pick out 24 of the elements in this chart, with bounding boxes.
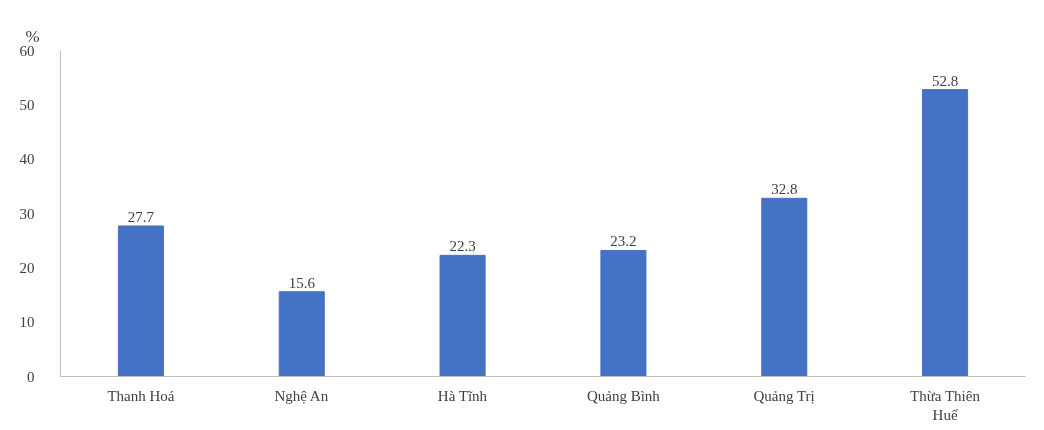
bar: [439, 254, 486, 377]
x-tick-label: Nghệ An: [274, 387, 329, 404]
bar: [600, 249, 647, 377]
x-tick-label: Thừa Thiên Huế: [909, 387, 981, 423]
data-label: 32.8: [771, 181, 798, 198]
x-tick-label: Quảng Bình: [586, 387, 661, 404]
data-label: 15.6: [288, 274, 316, 291]
data-label: 23.2: [610, 233, 637, 250]
x-tick-label: Hà Tĩnh: [437, 387, 488, 404]
data-label: 22.3: [449, 238, 476, 255]
y-tick-label: 20: [19, 259, 35, 276]
bar: [761, 197, 808, 377]
data-label: 52.8: [931, 72, 959, 89]
x-tick-label: Thanh Hoá: [107, 387, 175, 404]
bar: [922, 89, 969, 377]
data-label: 27.7: [127, 209, 155, 225]
y-tick-label: 40: [19, 151, 35, 168]
bar: [117, 225, 164, 377]
y-tick-label: 0: [27, 368, 35, 385]
y-tick-label: 10: [19, 314, 35, 331]
bar: [278, 291, 325, 377]
y-tick-label: 30: [19, 205, 35, 222]
y-tick-label: 50: [19, 96, 35, 113]
x-tick-label: Quảng Trị: [753, 387, 815, 404]
